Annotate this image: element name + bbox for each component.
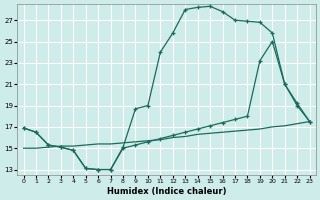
X-axis label: Humidex (Indice chaleur): Humidex (Indice chaleur) <box>107 187 226 196</box>
